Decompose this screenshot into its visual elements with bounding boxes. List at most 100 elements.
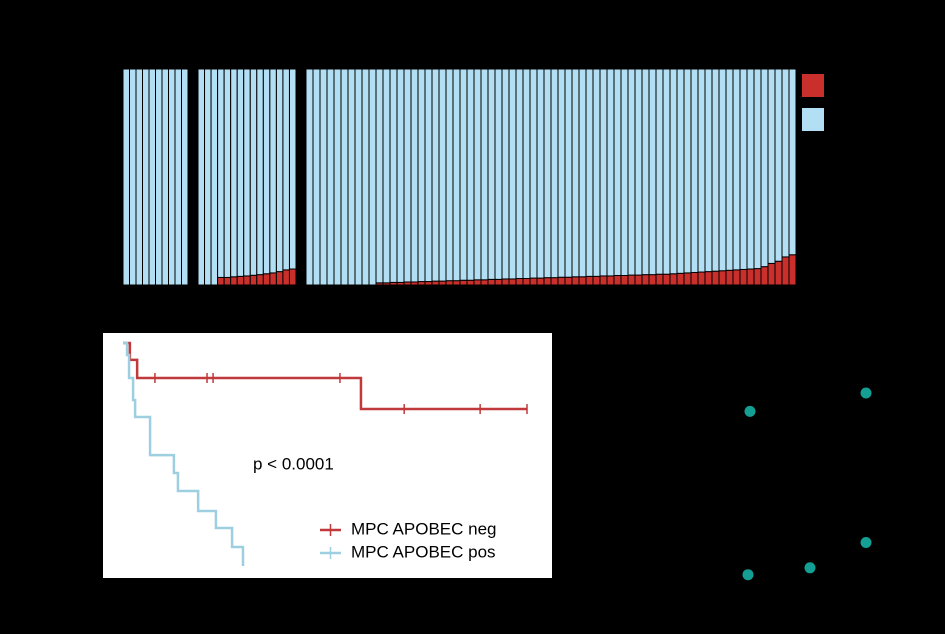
bar-segment bbox=[508, 68, 517, 280]
bar-segment bbox=[697, 68, 706, 273]
legend-label: MPC APOBEC neg bbox=[351, 519, 497, 538]
bar-segment bbox=[282, 68, 290, 271]
bar-segment bbox=[275, 68, 284, 273]
bar-segment bbox=[347, 68, 356, 286]
bar-segment bbox=[760, 68, 769, 268]
bar-segment bbox=[197, 68, 206, 286]
legend-label: MPC APOBEC pos bbox=[351, 542, 496, 561]
bar-segment bbox=[340, 68, 349, 286]
bar-segment bbox=[718, 270, 727, 286]
bar-segment bbox=[704, 271, 713, 286]
bar-segment bbox=[522, 68, 531, 280]
bar-segment bbox=[620, 274, 629, 286]
survival-curve bbox=[123, 341, 245, 567]
legend-swatch bbox=[802, 74, 824, 97]
bar-segment bbox=[634, 274, 643, 286]
point bbox=[804, 562, 816, 574]
bar-segment bbox=[739, 268, 748, 286]
bar-segment bbox=[288, 68, 297, 270]
bar-segment bbox=[529, 277, 538, 286]
bar-segment bbox=[168, 68, 176, 286]
bar-segment bbox=[424, 68, 433, 283]
bar-segment bbox=[262, 68, 271, 275]
bar-segment bbox=[683, 272, 692, 286]
bar-segment bbox=[243, 68, 251, 277]
bar-segment bbox=[669, 273, 678, 286]
bar-segment bbox=[648, 68, 657, 276]
bar-segment bbox=[627, 68, 636, 276]
bar-segment bbox=[718, 68, 727, 272]
bar-segment bbox=[578, 276, 587, 286]
point bbox=[860, 387, 872, 399]
bar-segment bbox=[529, 68, 538, 279]
bar-segment bbox=[774, 260, 783, 286]
bar-segment bbox=[543, 277, 552, 286]
bar-segment bbox=[641, 274, 650, 286]
bar-segment bbox=[711, 68, 720, 272]
bar-segment bbox=[585, 68, 594, 277]
bar-segment bbox=[288, 268, 297, 286]
bar-segment bbox=[354, 68, 363, 286]
bar-segment bbox=[431, 280, 440, 286]
bar-segment bbox=[697, 271, 706, 286]
bar-segment bbox=[662, 273, 671, 286]
bar-segment bbox=[375, 68, 384, 284]
bar-segment bbox=[368, 68, 377, 286]
bar-segment bbox=[676, 272, 685, 286]
bar-segment bbox=[243, 275, 251, 286]
bar-segment bbox=[753, 268, 762, 286]
bar-segment bbox=[641, 68, 650, 276]
bar-segment bbox=[230, 276, 238, 286]
bar-segment bbox=[592, 275, 601, 286]
bar-segment bbox=[223, 68, 232, 278]
bar-segment bbox=[410, 68, 419, 283]
bar-segment bbox=[613, 68, 622, 276]
bar-segment bbox=[333, 68, 342, 286]
bar-segment bbox=[142, 68, 150, 286]
bar-segment bbox=[557, 68, 566, 278]
bar-segment bbox=[417, 68, 426, 283]
bar-segment bbox=[606, 68, 615, 277]
bar-segment bbox=[648, 274, 657, 286]
bar-segment bbox=[256, 68, 264, 276]
bar-segment bbox=[122, 68, 130, 286]
bar-segment bbox=[781, 256, 790, 286]
bar-segment bbox=[620, 68, 629, 276]
bar-segment bbox=[704, 68, 713, 273]
bar-segment bbox=[396, 68, 405, 283]
bar-segment bbox=[536, 277, 545, 286]
bar-segment bbox=[129, 68, 137, 286]
bar-segment bbox=[389, 68, 398, 283]
bar-segment bbox=[767, 262, 776, 286]
bar-segment bbox=[181, 68, 189, 286]
bar-segment bbox=[725, 269, 734, 286]
bar-segment bbox=[269, 272, 277, 286]
bar-segment bbox=[655, 273, 664, 286]
bar-segment bbox=[606, 275, 615, 286]
p-value: p < 0.0001 bbox=[253, 454, 334, 473]
bar-segment bbox=[494, 68, 503, 280]
bar-segment bbox=[282, 269, 290, 286]
bar-segment bbox=[438, 280, 447, 286]
bar-segment bbox=[753, 68, 762, 270]
bar-segment bbox=[204, 68, 212, 286]
bar-segment bbox=[767, 68, 776, 264]
bar-segment bbox=[459, 279, 468, 286]
survival-curve bbox=[123, 341, 527, 411]
bar-segment bbox=[417, 281, 426, 286]
bar-segment bbox=[732, 269, 741, 286]
bar-segment bbox=[501, 68, 510, 280]
bar-segment bbox=[676, 68, 685, 274]
bar-segment bbox=[480, 279, 489, 286]
km-panel bbox=[103, 333, 552, 578]
bar-segment bbox=[236, 68, 245, 277]
bar-segment bbox=[508, 278, 517, 286]
bar-segment bbox=[599, 68, 608, 277]
bar-segment bbox=[431, 68, 440, 282]
bar-segment bbox=[445, 280, 454, 286]
point bbox=[744, 405, 756, 417]
bar-segment bbox=[403, 68, 412, 283]
bar-segment bbox=[613, 274, 622, 286]
